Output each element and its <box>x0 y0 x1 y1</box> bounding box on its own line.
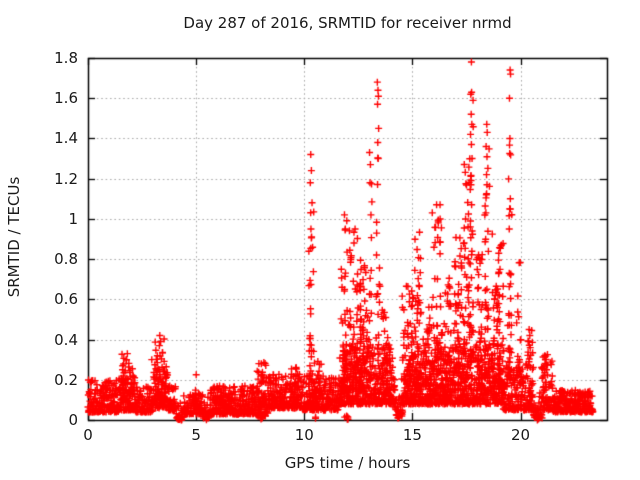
y-axis-label: SRMTID / TECUs <box>5 176 23 298</box>
y-tick-label: 1.2 <box>54 169 78 188</box>
y-tick-label: 1.6 <box>54 89 78 108</box>
y-tick-label: 0.6 <box>54 290 78 309</box>
y-tick-label: 0.8 <box>54 250 78 269</box>
y-tick-label: 0.4 <box>54 330 78 349</box>
y-tick-label: 1.8 <box>54 49 78 67</box>
y-tick-label: 0.2 <box>54 370 78 389</box>
x-tick-label: 0 <box>83 426 93 444</box>
x-tick-label: 10 <box>294 426 314 444</box>
x-tick-label: 15 <box>402 426 422 444</box>
y-tick-label: 1 <box>68 209 78 228</box>
y-tick-label: 1.4 <box>54 129 78 148</box>
chart-title: Day 287 of 2016, SRMTID for receiver nrm… <box>183 14 512 32</box>
x-tick-label: 5 <box>191 426 201 444</box>
x-axis-label: GPS time / hours <box>284 454 411 472</box>
y-tick-label: 0 <box>68 411 78 429</box>
x-tick-label: 20 <box>510 426 531 444</box>
